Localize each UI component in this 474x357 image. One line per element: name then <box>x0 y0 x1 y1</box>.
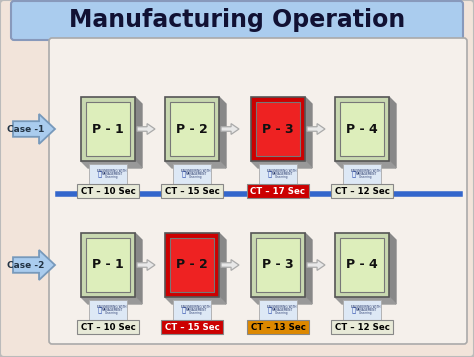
Text: MANAGEMENT: MANAGEMENT <box>356 308 377 312</box>
Polygon shape <box>221 124 239 134</box>
Text: CT – 12 Sec: CT – 12 Sec <box>335 186 390 196</box>
Polygon shape <box>389 97 396 168</box>
Text: P - 3: P - 3 <box>262 122 294 136</box>
Text: Gineering: Gineering <box>275 311 289 315</box>
Text: ⛯: ⛯ <box>352 171 356 177</box>
FancyBboxPatch shape <box>170 102 214 156</box>
Text: ENGINEERING WITH: ENGINEERING WITH <box>351 305 381 309</box>
Text: CT – 12 Sec: CT – 12 Sec <box>335 322 390 332</box>
Text: CT – 17 Sec: CT – 17 Sec <box>250 186 306 196</box>
Text: CT – 13 Sec: CT – 13 Sec <box>251 322 305 332</box>
Polygon shape <box>389 233 396 304</box>
Polygon shape <box>251 161 312 168</box>
FancyBboxPatch shape <box>161 184 223 198</box>
FancyBboxPatch shape <box>49 38 467 344</box>
Text: ENGINEERING WITH: ENGINEERING WITH <box>97 169 127 173</box>
FancyBboxPatch shape <box>165 97 219 161</box>
Polygon shape <box>219 233 226 304</box>
Text: ENGINEERING WITH: ENGINEERING WITH <box>181 169 211 173</box>
Polygon shape <box>335 297 396 304</box>
Polygon shape <box>305 97 312 168</box>
Polygon shape <box>135 97 142 168</box>
FancyBboxPatch shape <box>331 320 393 334</box>
Polygon shape <box>81 161 142 168</box>
Polygon shape <box>219 97 226 168</box>
Text: MANAGEMENT: MANAGEMENT <box>272 308 292 312</box>
Text: MANAGEMENT: MANAGEMENT <box>356 172 377 176</box>
Polygon shape <box>165 161 226 168</box>
FancyBboxPatch shape <box>81 97 135 161</box>
Text: CT – 15 Sec: CT – 15 Sec <box>164 322 219 332</box>
Text: P - 4: P - 4 <box>346 122 378 136</box>
FancyBboxPatch shape <box>256 238 300 292</box>
FancyBboxPatch shape <box>335 97 389 161</box>
Text: P - 3: P - 3 <box>262 258 294 272</box>
Text: Manufacturing Operation: Manufacturing Operation <box>69 8 405 32</box>
FancyBboxPatch shape <box>165 233 219 297</box>
FancyBboxPatch shape <box>247 320 309 334</box>
Text: Gineering: Gineering <box>359 175 373 179</box>
Text: ENGINEERING WITH: ENGINEERING WITH <box>267 305 297 309</box>
Text: Gineering: Gineering <box>189 175 203 179</box>
Text: P - 4: P - 4 <box>346 258 378 272</box>
Text: ENGINEERING WITH: ENGINEERING WITH <box>351 169 381 173</box>
Text: P - 1: P - 1 <box>92 122 124 136</box>
Text: Gineering: Gineering <box>105 311 119 315</box>
FancyBboxPatch shape <box>259 300 297 322</box>
Text: ENGINEERING WITH: ENGINEERING WITH <box>97 305 127 309</box>
Text: ⛯: ⛯ <box>182 171 186 177</box>
FancyBboxPatch shape <box>173 164 211 186</box>
Text: ENGINEERING WITH: ENGINEERING WITH <box>181 305 211 309</box>
Text: ⛯: ⛯ <box>268 171 272 177</box>
Polygon shape <box>251 297 312 304</box>
FancyBboxPatch shape <box>256 102 300 156</box>
FancyBboxPatch shape <box>259 164 297 186</box>
Text: ⛯: ⛯ <box>98 171 102 177</box>
FancyBboxPatch shape <box>89 164 127 186</box>
FancyBboxPatch shape <box>251 233 305 297</box>
FancyBboxPatch shape <box>86 102 130 156</box>
Text: CT – 10 Sec: CT – 10 Sec <box>81 322 136 332</box>
Polygon shape <box>13 250 55 280</box>
Text: Gineering: Gineering <box>105 175 119 179</box>
Text: Gineering: Gineering <box>189 311 203 315</box>
FancyBboxPatch shape <box>251 97 305 161</box>
FancyBboxPatch shape <box>161 320 223 334</box>
Text: Gineering: Gineering <box>275 175 289 179</box>
Text: MANAGEMENT: MANAGEMENT <box>185 172 207 176</box>
Text: MANAGEMENT: MANAGEMENT <box>185 308 207 312</box>
Polygon shape <box>135 233 142 304</box>
FancyBboxPatch shape <box>331 184 393 198</box>
Polygon shape <box>307 260 325 270</box>
Polygon shape <box>165 297 226 304</box>
FancyBboxPatch shape <box>335 233 389 297</box>
Polygon shape <box>307 124 325 134</box>
Polygon shape <box>221 260 239 270</box>
FancyBboxPatch shape <box>77 184 139 198</box>
Text: CT – 15 Sec: CT – 15 Sec <box>164 186 219 196</box>
Text: CT – 10 Sec: CT – 10 Sec <box>81 186 136 196</box>
Polygon shape <box>81 297 142 304</box>
FancyBboxPatch shape <box>170 238 214 292</box>
Text: ⛯: ⛯ <box>182 307 186 313</box>
Polygon shape <box>305 233 312 304</box>
Text: P - 1: P - 1 <box>92 258 124 272</box>
FancyBboxPatch shape <box>89 300 127 322</box>
Text: MANAGEMENT: MANAGEMENT <box>101 172 123 176</box>
Polygon shape <box>335 161 396 168</box>
Text: ⛯: ⛯ <box>352 307 356 313</box>
Polygon shape <box>13 114 55 144</box>
Text: P - 2: P - 2 <box>176 122 208 136</box>
Text: MANAGEMENT: MANAGEMENT <box>101 308 123 312</box>
FancyBboxPatch shape <box>11 1 463 40</box>
FancyBboxPatch shape <box>340 238 384 292</box>
Text: ⛯: ⛯ <box>268 307 272 313</box>
Text: P - 2: P - 2 <box>176 258 208 272</box>
Text: Case -2: Case -2 <box>7 261 45 270</box>
Polygon shape <box>137 124 155 134</box>
FancyBboxPatch shape <box>343 164 381 186</box>
Text: Case -1: Case -1 <box>7 125 45 134</box>
FancyBboxPatch shape <box>86 238 130 292</box>
Polygon shape <box>137 260 155 270</box>
